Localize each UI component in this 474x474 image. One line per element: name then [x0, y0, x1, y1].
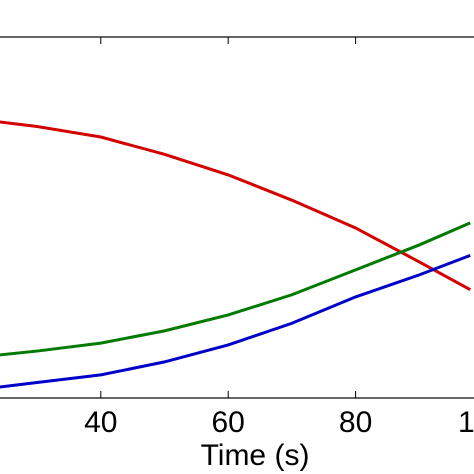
series-line [0, 120, 471, 292]
x-axis-label: Time (s) [201, 439, 310, 472]
series-line [0, 254, 471, 389]
x-tick-label: 100 [458, 406, 474, 439]
x-tick-label: 40 [84, 406, 117, 439]
series-line [0, 221, 471, 357]
x-tick-label: 60 [212, 406, 245, 439]
x-tick-label: 80 [339, 406, 372, 439]
plot-frame [0, 36, 474, 399]
